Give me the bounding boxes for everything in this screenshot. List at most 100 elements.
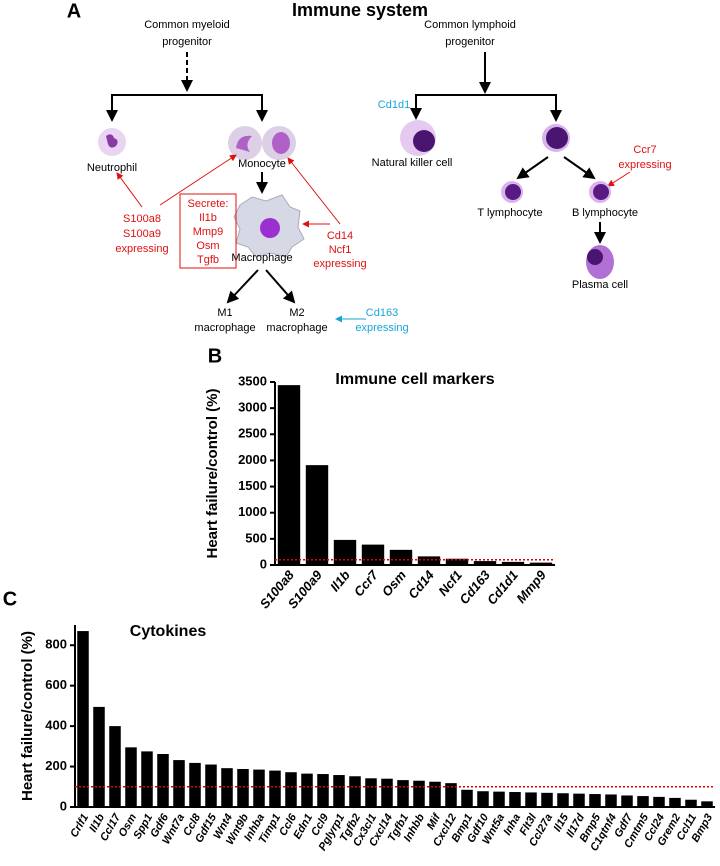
node-label: B lymphocyte [572, 207, 638, 219]
node-label: M2 [289, 307, 304, 319]
bar [445, 783, 457, 807]
bar [205, 764, 217, 807]
chart-title: Cytokines [130, 623, 207, 640]
x-tick-label: Osm [379, 567, 409, 599]
nucleus [236, 135, 252, 152]
panel-label: C [3, 588, 17, 610]
secrete-box [179, 193, 237, 269]
bar [509, 792, 521, 807]
y-tick-label: 400 [45, 718, 67, 733]
node-label: macrophage [266, 322, 327, 334]
nucleus [260, 218, 280, 238]
nucleus [593, 184, 609, 200]
bar [557, 793, 569, 807]
arrow [287, 157, 341, 225]
node-label: macrophage [194, 322, 255, 334]
y-tick-label: 2500 [238, 426, 267, 441]
annotation: Ccr7 [633, 144, 656, 156]
bar [237, 768, 249, 807]
bar [461, 789, 473, 807]
arrow [226, 269, 259, 304]
bar [621, 795, 633, 807]
bar [381, 778, 393, 807]
y-tick-label: 3000 [238, 400, 267, 415]
bar [189, 762, 201, 807]
annotation: expressing [618, 159, 671, 171]
x-tick-label: Cd1d1 [484, 567, 521, 607]
annotation: Mmp9 [193, 226, 224, 238]
y-tick-label: 0 [260, 556, 267, 571]
bar [365, 778, 377, 807]
bar [605, 794, 617, 807]
bar [473, 561, 497, 565]
annotation: S100a9 [123, 228, 161, 240]
chart: B Immune cell markers Heart failure/contro… [204, 345, 555, 611]
bar [333, 539, 357, 565]
chart: C Cytokines Heart failure/control (%) 0 200 4… [3, 588, 715, 853]
node-label: progenitor [162, 36, 212, 48]
annotation: Tgfb [197, 254, 219, 266]
node-label: Monocyte [238, 158, 286, 170]
annotation: S100a8 [123, 213, 161, 225]
bar [493, 791, 505, 807]
bar [361, 544, 385, 565]
node-label: M1 [217, 307, 232, 319]
bar [525, 792, 537, 807]
node-label: T lymphocyte [477, 207, 542, 219]
panel-label: A [67, 0, 81, 22]
bar [589, 794, 601, 807]
y-tick-label: 600 [45, 677, 67, 692]
x-tick-label: Mmp9 [513, 567, 549, 606]
bar [317, 774, 329, 807]
annotation: expressing [313, 258, 366, 270]
bar [301, 773, 313, 807]
bar [349, 776, 361, 807]
arrow [563, 156, 596, 180]
bar [501, 561, 525, 565]
bar [125, 747, 137, 807]
bar [701, 801, 713, 807]
annotation: Cd1d1 [378, 99, 410, 111]
bar [477, 791, 489, 807]
bar [417, 556, 441, 565]
bar [285, 772, 297, 807]
bar [445, 558, 469, 565]
panel-a: A Immune system Common myeloid progenito… [67, 0, 672, 334]
diagram-title: Immune system [292, 0, 428, 20]
bar [541, 792, 553, 807]
bar [221, 768, 233, 807]
nucleus [413, 130, 435, 152]
bar [305, 465, 329, 565]
annotation: expressing [115, 243, 168, 255]
node-label: Common myeloid [144, 19, 230, 31]
bar [253, 769, 265, 807]
nucleus [546, 127, 568, 149]
annotation: Secrete: [188, 198, 229, 210]
node-label: Macrophage [231, 252, 292, 264]
panel-label: B [208, 345, 222, 367]
bar [413, 780, 425, 807]
nucleus [587, 249, 603, 265]
arrow [516, 156, 549, 180]
nucleus [505, 184, 521, 200]
y-tick-label: 3500 [238, 373, 267, 388]
node-label: Natural killer cell [372, 157, 453, 169]
annotation: Osm [196, 240, 219, 252]
y-tick-label: 1500 [238, 478, 267, 493]
y-tick-label: 0 [60, 798, 67, 813]
bar [269, 770, 281, 807]
bar [333, 775, 345, 807]
node-label: Plasma cell [572, 279, 628, 291]
bar [685, 799, 697, 807]
chart-title: Immune cell markers [335, 371, 494, 388]
x-tick-label: Il1b [327, 567, 353, 594]
annotation: expressing [355, 322, 408, 334]
node-label: progenitor [445, 36, 495, 48]
bar [141, 751, 153, 807]
bar [157, 754, 169, 807]
bar [637, 796, 649, 807]
arrow [116, 172, 143, 208]
bar [277, 385, 301, 565]
node-label: Common lymphoid [424, 19, 516, 31]
